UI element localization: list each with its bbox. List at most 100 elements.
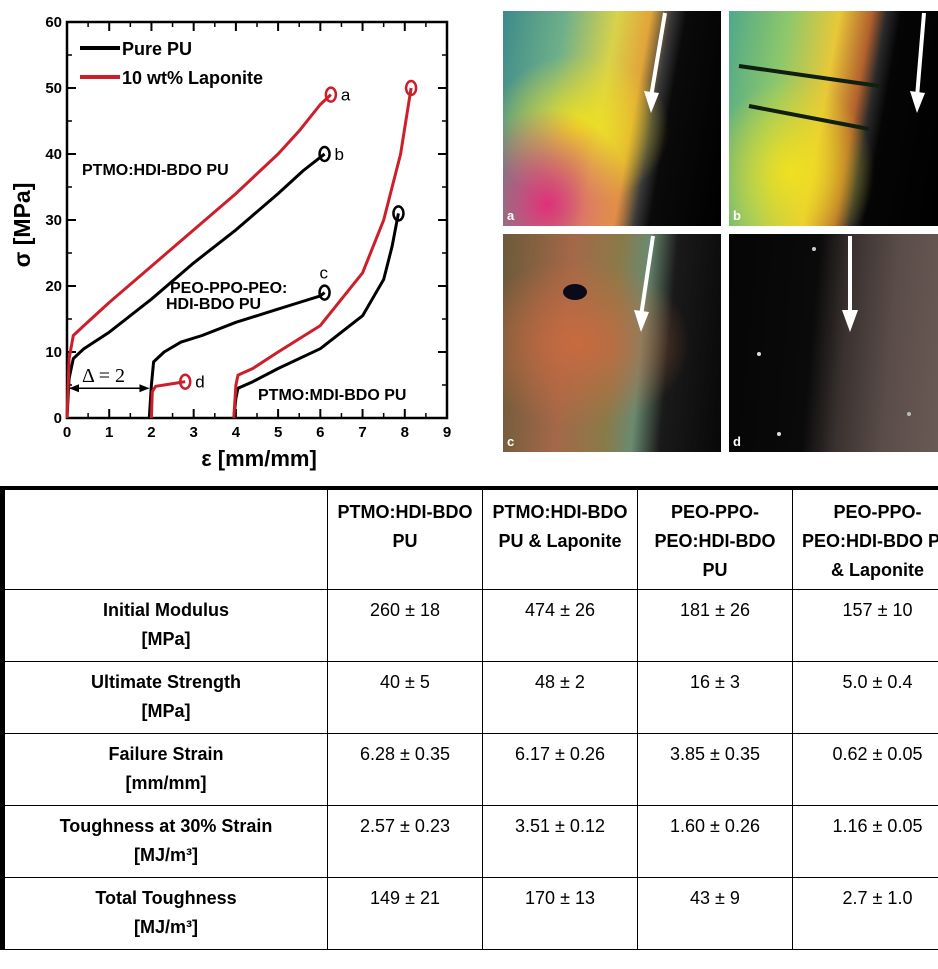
mechanical-properties-table: PTMO:HDI-BDO PU PTMO:HDI-BDO PU & Laponi… [0,486,938,950]
row-property-name: Initial Modulus [103,600,229,620]
micrograph-d-arrow [757,236,911,436]
offset-arrowhead-left [69,384,79,393]
series-end-marker-2 [318,284,331,301]
x-tick-label: 2 [147,424,155,441]
x-tick-label: 4 [232,424,241,441]
row-property-name: Ultimate Strength [90,672,241,692]
offset-arrowhead-right [139,384,150,393]
table-cell: 43 ± 9 [637,877,793,950]
annotations: b a c d [69,86,351,393]
table-cell: 2.57 ± 0.23 [327,805,483,878]
row-property-unit: [MJ/m³] [134,845,198,865]
series-end-marker-0 [318,145,331,163]
table-header-cell: PEO-PPO-PEO:HDI-BDO PU [637,487,793,590]
table-cell: 6.28 ± 0.35 [327,733,483,806]
table-cell: 3.85 ± 0.35 [637,733,793,806]
series-end-marker-5 [404,79,418,97]
row-property: Failure Strain [mm/mm] [2,733,328,806]
y-tick-label: 30 [45,212,62,229]
row-property-unit: [mm/mm] [125,773,207,793]
series-line-1 [65,93,332,419]
row-property-unit: [MPa] [141,629,191,649]
sample-label-ptmo-mdi: PTMO:MDI-BDO PU [258,387,406,404]
micrograph-a-label: a [507,208,515,223]
row-property-unit: [MJ/m³] [134,917,198,937]
table-header-row: PTMO:HDI-BDO PU PTMO:HDI-BDO PU & Laponi… [2,487,938,590]
row-property-name: Total Toughness [95,888,237,908]
x-tick-label: 7 [358,424,366,441]
y-axis-label: σ [MPa] [9,183,35,268]
table-header-cell: PTMO:HDI-BDO PU [327,487,483,590]
series-line-4 [232,213,400,419]
table-row: Total Toughness [MJ/m³] 149 ± 21 170 ± 13… [2,877,938,950]
x-tick-label: 1 [105,424,113,441]
micrograph-c-arrow [563,235,655,332]
table-row: Failure Strain [mm/mm] 6.28 ± 0.35 6.17 ±… [2,733,938,806]
legend-label-pure-pu: Pure PU [122,39,192,59]
legend-label-laponite: 10 wt% Laponite [122,68,263,88]
table-header-cell [2,487,328,590]
micrograph-b-arrow [738,12,926,131]
micrograph-a: a [503,11,721,226]
table-cell: 0.62 ± 0.05 [792,733,938,806]
curve-label-b: b [335,145,344,164]
row-property-name: Toughness at 30% Strain [59,816,273,836]
series-end-marker-4 [392,205,405,222]
x-tick-label: 5 [274,424,282,441]
series-line-0 [65,152,326,419]
row-property: Total Toughness [MJ/m³] [2,877,328,950]
offset-annotation: Δ = 2 [82,365,125,387]
table-row: Initial Modulus [MPa] 260 ± 18 474 ± 26 1… [2,589,938,662]
table-header-cell: PEO-PPO-PEO:HDI-BDO PU & Laponite [792,487,938,590]
series-end-marker-1 [324,86,338,103]
table-cell: 474 ± 26 [482,589,638,662]
row-property: Ultimate Strength [MPa] [2,661,328,734]
curve-label-d: d [195,373,204,392]
x-tick-label: 9 [443,424,451,441]
table-header-cell: PTMO:HDI-BDO PU & Laponite [482,487,638,590]
series-line-5 [232,87,413,419]
table-row: Ultimate Strength [MPa] 40 ± 5 48 ± 2 16 … [2,661,938,734]
y-tick-label: 60 [45,14,62,31]
row-property: Toughness at 30% Strain [MJ/m³] [2,805,328,878]
sample-label-peo-ppo-peo: PEO-PPO-PEO: [170,280,287,297]
micrograph-c-label: c [507,434,515,449]
row-property: Initial Modulus [MPa] [2,589,328,662]
x-axis-label: ε [mm/mm] [201,446,317,471]
curve-label-c: c [320,264,329,283]
table-cell: 6.17 ± 0.26 [482,733,638,806]
y-tick-label: 10 [45,344,62,361]
y-tick-label: 50 [45,80,62,97]
x-tick-label: 0 [63,424,71,441]
series-line-2 [147,291,326,419]
table-cell: 149 ± 21 [327,877,483,950]
micrograph-d-label: d [733,434,741,449]
y-tick-label: 20 [45,278,62,295]
table-cell: 181 ± 26 [637,589,793,662]
series-end-marker-3 [178,373,192,390]
x-tick-label: 8 [401,424,409,441]
row-property-name: Failure Strain [108,744,224,764]
row-property-unit: [MPa] [141,701,191,721]
curve-label-a: a [341,86,351,105]
sample-label-hdi-bdo: HDI-BDO PU [166,296,261,313]
x-tick-label: 3 [189,424,197,441]
table-cell: 40 ± 5 [327,661,483,734]
stress-strain-chart: 0 1 2 3 4 5 6 7 8 9 0 10 20 30 40 50 60 b a c d σ [MPa] ε [… [9,14,451,471]
sample-label-ptmo-hdi: PTMO:HDI-BDO PU [82,162,229,179]
micrograph-b-label: b [733,208,741,223]
table-cell: 1.60 ± 0.26 [637,805,793,878]
table-cell: 157 ± 10 [792,589,938,662]
y-tick-label: 0 [54,410,62,427]
micrograph-c: c [503,234,721,452]
micrograph-a-arrow [644,12,667,113]
axis-ticks: 0 1 2 3 4 5 6 7 8 9 0 10 20 30 40 50 60 [45,14,451,441]
table-cell: 3.51 ± 0.12 [482,805,638,878]
series-line-3 [149,380,186,419]
x-tick-label: 6 [316,424,324,441]
micrograph-b: b [729,11,938,226]
table-row: Toughness at 30% Strain [MJ/m³] 2.57 ± 0.… [2,805,938,878]
y-tick-label: 40 [45,146,62,163]
table-cell: 170 ± 13 [482,877,638,950]
table-cell: 48 ± 2 [482,661,638,734]
